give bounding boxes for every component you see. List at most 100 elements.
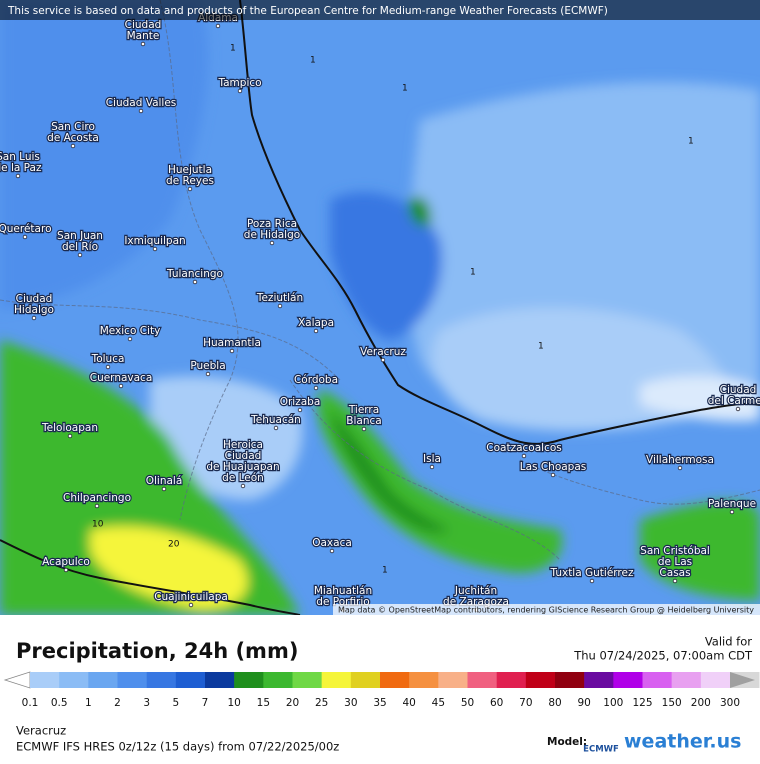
scale-box — [321, 672, 352, 688]
city-dot — [277, 303, 283, 309]
city-label: de León — [222, 472, 264, 484]
scale-label: 150 — [662, 697, 682, 709]
city-dot — [313, 385, 319, 391]
city-dot — [313, 328, 319, 334]
scale-box — [613, 672, 643, 688]
city-label: Orizaba — [280, 396, 321, 408]
scale-label: 90 — [577, 697, 590, 709]
scale-box — [30, 672, 60, 688]
scale-box — [146, 672, 177, 688]
moderate-rain-area — [0, 0, 209, 310]
attribution-bg — [333, 604, 760, 615]
city-label: de Hidalgo — [244, 229, 300, 241]
city-label: Ciudad Valles — [106, 97, 177, 109]
city-dot — [94, 503, 100, 509]
city-label: Teloloapan — [41, 422, 98, 434]
city-label: Chilpancingo — [63, 492, 131, 504]
city-label: Cuajinicuilapa — [154, 591, 228, 603]
city-label: de Las — [658, 556, 692, 568]
city-dot — [31, 315, 37, 321]
scale-label: 10 — [227, 697, 240, 709]
city-dot — [521, 453, 527, 459]
city-label: Hidalgo — [14, 304, 54, 316]
city-label: Veracruz — [360, 346, 406, 358]
city-label: Poza Rica — [247, 218, 297, 230]
contour-label: 1 — [382, 566, 388, 576]
banner-text: This service is based on data and produc… — [7, 5, 608, 17]
city-dot — [229, 348, 235, 354]
city-label: Ciudad — [720, 384, 757, 396]
city-label: Ciudad — [16, 293, 53, 305]
city-label: Palenque — [708, 498, 756, 510]
city-label: del Río — [62, 241, 98, 253]
contour-label: 1 — [470, 268, 476, 278]
scale-box — [175, 672, 206, 688]
scale-box — [438, 672, 468, 688]
city-label: Ciudad — [225, 450, 262, 462]
city-dot — [140, 41, 146, 47]
moderate-rain-area — [330, 192, 442, 340]
scale-end — [730, 672, 755, 688]
city-label: Tulancingo — [166, 268, 223, 280]
scale-box — [88, 672, 118, 688]
scale-box — [205, 672, 235, 688]
city-dot — [70, 143, 76, 149]
city-dot — [735, 406, 741, 412]
city-label: Isla — [423, 453, 441, 465]
contour-label: 1 — [230, 44, 236, 54]
scale-box — [584, 672, 614, 688]
city-label: de Reyes — [166, 175, 214, 187]
scale-box — [700, 672, 731, 688]
city-dot — [240, 483, 246, 489]
pacific-coast — [0, 539, 301, 616]
contour-label: 1 — [402, 84, 408, 94]
city-label: Blanca — [346, 415, 381, 427]
contour-label: 20 — [168, 540, 180, 550]
coastline — [0, 0, 760, 616]
city-label: Oaxaca — [312, 537, 352, 549]
scale-label: 50 — [461, 697, 474, 709]
city-dot — [677, 465, 683, 471]
city-label: Mante — [127, 30, 160, 42]
scale-label: 7 — [202, 697, 209, 709]
scale-box — [525, 672, 556, 688]
city-dot — [138, 108, 144, 114]
city-label: de la Paz — [0, 162, 42, 174]
trace-rain-area — [640, 375, 760, 422]
city-label: Miahuatlán — [314, 585, 372, 597]
valid-time: Thu 07/24/2025, 07:00am CDT — [573, 649, 753, 663]
contour-label: 1 — [538, 342, 544, 352]
scale-label: 0.5 — [51, 697, 68, 709]
scale-label: 70 — [519, 697, 532, 709]
brand: weather.us — [624, 731, 741, 753]
heavy-rain-area — [640, 501, 760, 600]
city-dot — [215, 23, 221, 29]
light-rain-area — [150, 376, 303, 500]
city-dot — [550, 472, 556, 478]
valid-label: Valid for — [705, 635, 752, 649]
city-dot — [273, 425, 279, 431]
city-dot — [192, 279, 198, 285]
city-dot — [63, 567, 69, 573]
city-dot — [729, 509, 735, 515]
city-dot — [269, 240, 275, 246]
city-label: Huamantla — [203, 337, 261, 349]
scale-box — [467, 672, 497, 688]
border-line — [519, 459, 760, 505]
city-labels: AldamaCiudadManteTampicoCiudad VallesSan… — [0, 11, 760, 613]
city-label: del Carmen — [708, 395, 760, 407]
heavy-rain-area — [317, 390, 562, 573]
city-dot — [429, 464, 435, 470]
city-label: Tampico — [217, 77, 261, 89]
scale-label: 5 — [172, 697, 179, 709]
city-label: Ciudad — [125, 19, 162, 31]
scale-label: 60 — [490, 697, 503, 709]
border-line — [159, 0, 239, 521]
city-dot — [329, 548, 335, 554]
city-dot — [361, 426, 367, 432]
scale-box — [350, 672, 381, 688]
city-label: San Luis — [0, 151, 40, 163]
city-label: Córdoba — [294, 374, 338, 386]
border-line — [0, 299, 341, 381]
